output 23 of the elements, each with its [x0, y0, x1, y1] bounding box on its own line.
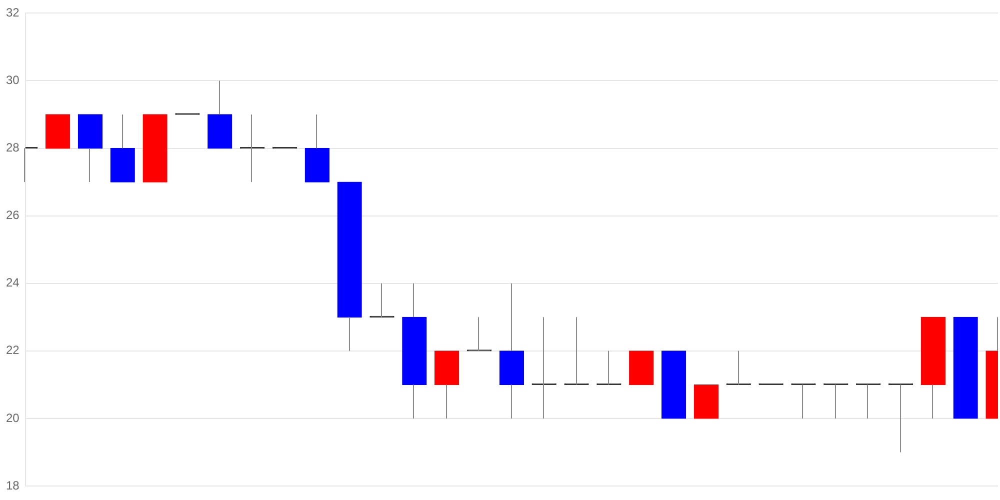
candlestick	[208, 80, 232, 149]
y-tick-label: 30	[6, 73, 20, 88]
y-tick-label: 20	[6, 410, 20, 425]
candlestick	[45, 114, 70, 149]
candlestick	[304, 114, 330, 182]
candlestick	[402, 282, 427, 419]
y-tick-label: 32	[6, 6, 20, 20]
y-tick-label: 26	[6, 208, 20, 222]
candlestick	[78, 114, 103, 183]
candlestick	[953, 316, 978, 419]
candlestick	[629, 350, 654, 386]
candlestick	[142, 114, 168, 182]
candlestick	[661, 350, 686, 419]
y-tick-label: 24	[6, 276, 20, 290]
y-tick-label: 18	[6, 478, 20, 492]
candlestick	[434, 350, 460, 419]
candlestick	[110, 114, 135, 182]
y-tick-label: 22	[6, 343, 20, 358]
candlestick	[499, 282, 524, 419]
candlestick	[337, 182, 362, 352]
candlestick	[920, 316, 946, 419]
y-tick-label: 28	[6, 140, 20, 155]
candlestick	[694, 384, 719, 419]
